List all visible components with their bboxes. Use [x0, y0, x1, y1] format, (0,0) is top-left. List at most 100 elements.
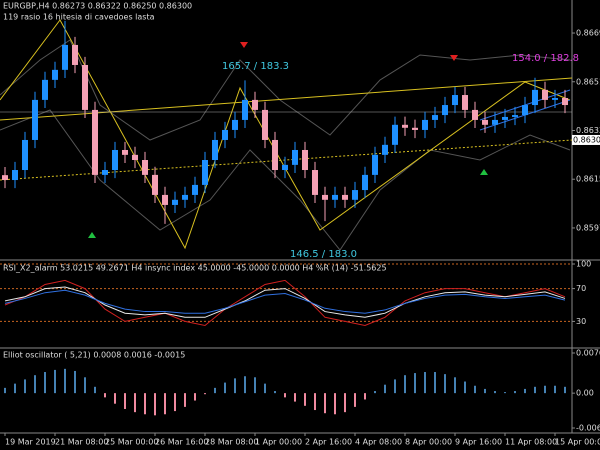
- x-tick-label: 2 Apr 16:00: [305, 438, 352, 447]
- candle-body: [122, 149, 128, 155]
- x-tick-label: 9 Apr 16:00: [455, 438, 502, 447]
- y-tick-label: 100: [576, 260, 591, 269]
- sell-arrow: [240, 42, 248, 48]
- candle-body: [112, 149, 118, 171]
- candle-body: [432, 115, 438, 120]
- chart-title: EURGBP,H4 0.86273 0.86322 0.86250 0.8630…: [3, 2, 192, 11]
- candle-body: [442, 105, 448, 116]
- candle-body: [262, 109, 268, 140]
- x-tick-label: 19 Mar 2019: [5, 438, 56, 447]
- zigzag: [0, 19, 571, 250]
- candle-body: [22, 139, 28, 171]
- x-tick-label: 8 Apr 00:00: [405, 438, 452, 447]
- y-tick-label: -0.0066: [576, 424, 600, 433]
- candle-body: [232, 119, 238, 130]
- candle-body: [192, 184, 198, 195]
- annotation: 165.7 / 183.3: [222, 61, 289, 72]
- candle-body: [502, 116, 508, 120]
- x-tick-label: 25 Mar 00:00: [105, 438, 158, 447]
- candle-body: [182, 194, 188, 200]
- candle-body: [402, 124, 408, 128]
- candle-body: [492, 119, 498, 125]
- candle-body: [422, 119, 428, 130]
- indicator-title: Elliot oscillator ( 5,21) 0.0008 0.0016 …: [3, 351, 185, 360]
- x-tick-label: 28 Mar 08:00: [205, 438, 258, 447]
- annotation: 146.5 / 183.0: [290, 249, 357, 260]
- candle-body: [452, 95, 458, 106]
- candle-body: [372, 154, 378, 175]
- last-price-box: [572, 134, 600, 145]
- buy-arrow: [480, 169, 488, 175]
- y-tick-label: 0.86515: [576, 77, 600, 86]
- y-tick-label: 0.00: [576, 389, 594, 398]
- candle-body: [72, 44, 78, 65]
- candle-body: [152, 174, 158, 195]
- candle-body: [342, 194, 348, 200]
- candle-body: [202, 159, 208, 185]
- candle-body: [222, 129, 228, 140]
- x-tick-label: 11 Apr 08:00: [505, 438, 557, 447]
- candle-body: [522, 105, 528, 116]
- candle-body: [252, 99, 258, 110]
- candle-body: [512, 115, 518, 117]
- candle-body: [482, 119, 488, 125]
- candle-body: [552, 98, 558, 100]
- candle-body: [302, 149, 308, 171]
- candle-body: [392, 124, 398, 145]
- candle-body: [32, 99, 38, 140]
- candle-body: [412, 127, 418, 130]
- candle-body: [312, 170, 318, 195]
- y-tick-label: 30: [576, 317, 586, 326]
- candle-body: [352, 190, 358, 200]
- candle-body: [172, 199, 178, 205]
- candle-body: [562, 98, 568, 106]
- candle-body: [542, 89, 548, 100]
- y-tick-label: 0.0076: [576, 349, 600, 358]
- x-tick-label: 26 Mar 16:00: [155, 438, 208, 447]
- buy-arrow: [88, 232, 96, 238]
- x-tick-label: 1 Apr 00:00: [255, 438, 302, 447]
- trend-line: [0, 139, 573, 181]
- candle-body: [382, 144, 388, 155]
- candle-body: [142, 159, 148, 175]
- indicator-line: [4, 279, 566, 327]
- y-tick-label: 0.86155: [576, 175, 600, 184]
- y-tick-label: 0.86695: [576, 29, 600, 38]
- candle-body: [2, 175, 8, 181]
- candle-body: [332, 194, 338, 200]
- candle-body: [132, 154, 138, 160]
- y-tick-label: 0.86335: [576, 126, 600, 135]
- candle-body: [212, 139, 218, 160]
- indicator-title: RSI_X2_alarm 53.0215 49.2671 H4 insync i…: [3, 264, 387, 273]
- candle-body: [162, 194, 168, 205]
- sell-arrow: [450, 55, 458, 61]
- candle-body: [282, 164, 288, 171]
- candle-body: [472, 109, 478, 120]
- annotation: 154.0 / 182.8: [512, 53, 579, 64]
- candle-body: [532, 89, 538, 106]
- x-tick-label: 4 Apr 08:00: [355, 438, 402, 447]
- candle-body: [242, 99, 248, 120]
- x-tick-label: 15 Apr 00:00: [555, 438, 600, 447]
- candle-body: [62, 44, 68, 70]
- y-tick-label: 70: [576, 284, 586, 293]
- candle-body: [362, 174, 368, 191]
- candle-body: [292, 149, 298, 165]
- x-tick-label: 21 Mar 08:00: [55, 438, 108, 447]
- candle-body: [462, 95, 468, 110]
- candle-body: [272, 139, 278, 171]
- chart-subtitle: 119 rasio 16 hitesia di cavedoes lasta: [3, 13, 155, 22]
- candle-body: [52, 69, 58, 80]
- band-line: [0, 109, 571, 251]
- indicator-line: [4, 289, 566, 314]
- candle-body: [42, 79, 48, 100]
- candle-body: [102, 170, 108, 175]
- candle-body: [322, 194, 328, 200]
- candle-body: [82, 64, 88, 110]
- last-price-label: 0.86300: [573, 135, 600, 144]
- candle-body: [12, 170, 18, 181]
- y-tick-label: 0.85975: [576, 223, 600, 232]
